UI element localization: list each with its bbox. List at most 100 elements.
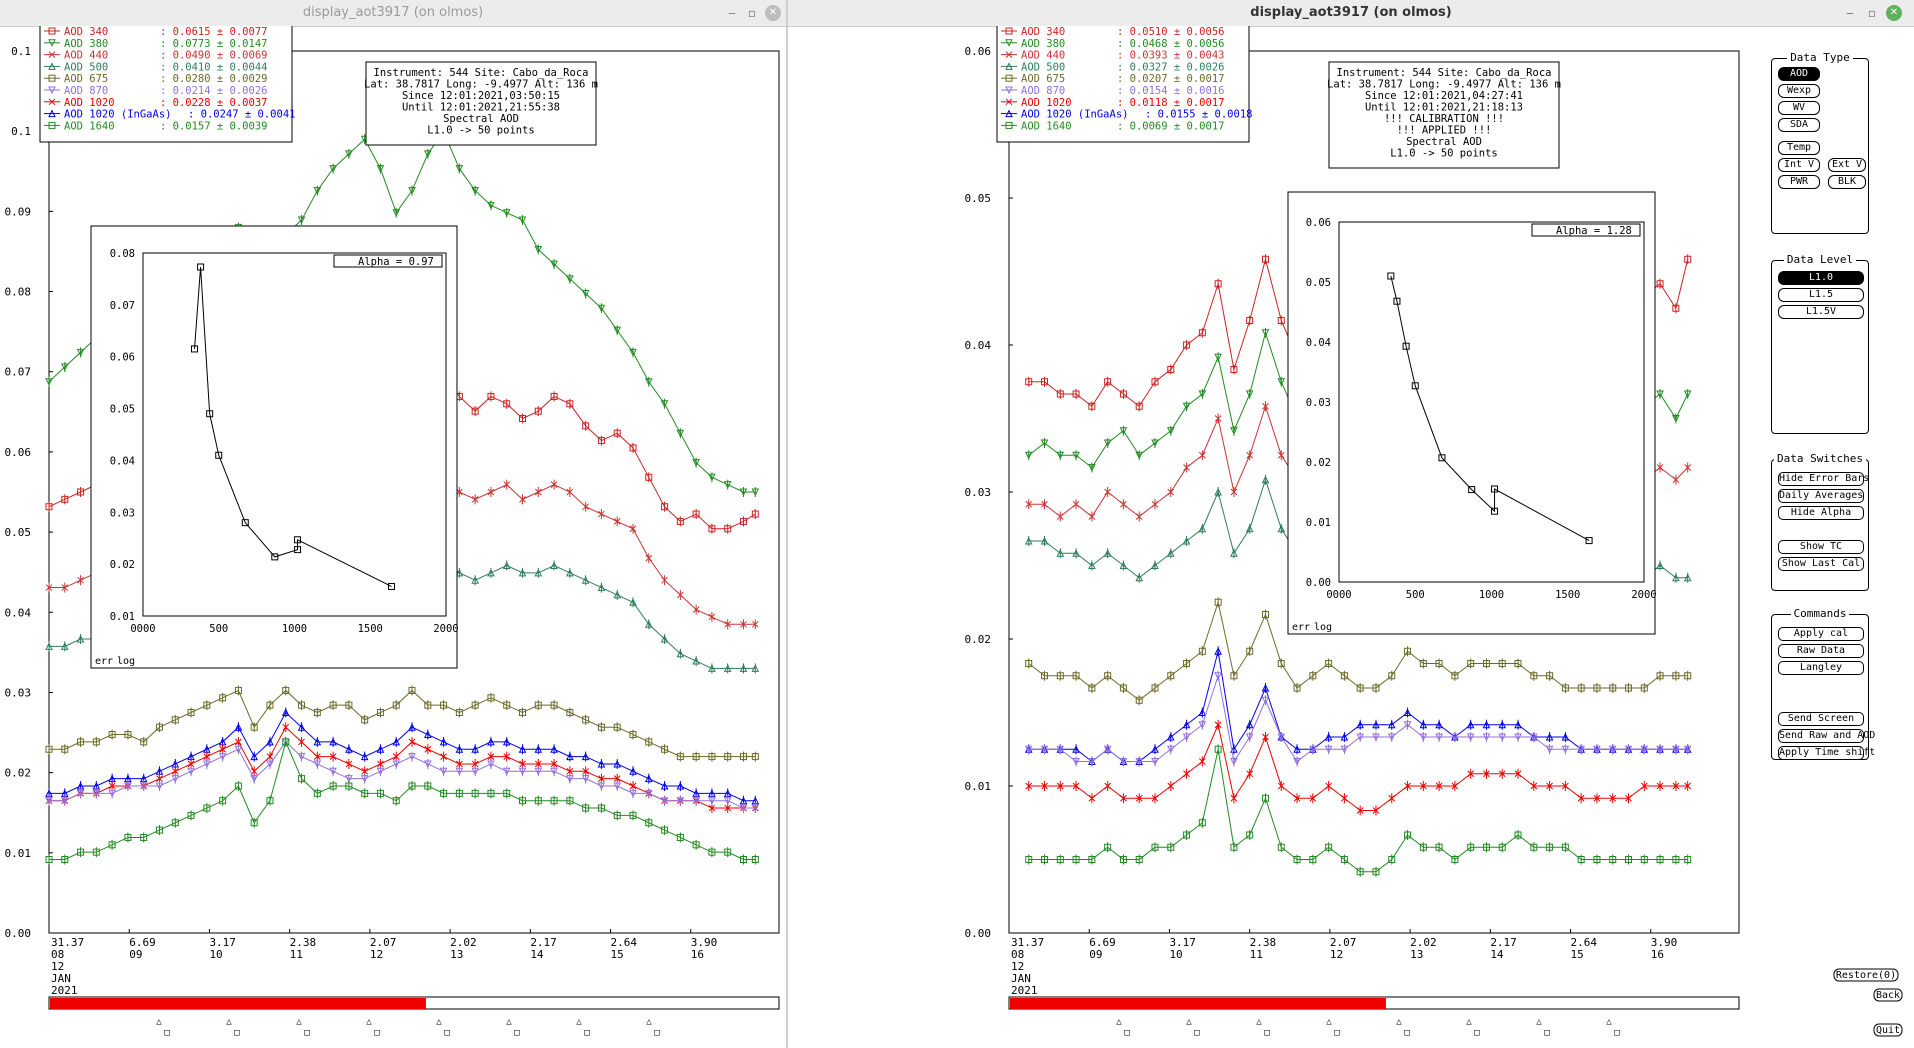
inset-y-tick-label: 0.03 — [110, 507, 135, 519]
x-tick-label: 16 — [691, 948, 704, 961]
legend-label: AOD 870 — [64, 85, 108, 97]
data-point — [155, 782, 164, 791]
data-point — [1056, 782, 1064, 790]
close-icon[interactable]: ✕ — [765, 5, 781, 21]
data-level-l1-0-button[interactable]: L1.0 — [1778, 271, 1864, 285]
inset-x-tick-label: 500 — [1406, 589, 1425, 601]
close-icon[interactable]: ✕ — [1886, 5, 1902, 21]
apply-cal-button[interactable]: Apply cal — [1778, 627, 1864, 641]
left-titlebar[interactable]: display_aot3917 (on olmos) ‒ ▫ ✕ — [0, 0, 786, 27]
err-button[interactable]: err — [95, 656, 113, 667]
data-point — [751, 620, 759, 628]
show-last-cal-button[interactable]: Show Last Cal — [1778, 557, 1864, 571]
data-point — [1593, 794, 1601, 802]
data-point — [1120, 500, 1127, 508]
data-point — [1119, 758, 1128, 766]
data-point — [1246, 770, 1254, 778]
data-point — [1340, 745, 1349, 754]
series-line — [49, 740, 756, 860]
minimize-icon[interactable]: ‒ — [728, 6, 736, 20]
data-type-int-v-button[interactable]: Int V — [1778, 158, 1820, 172]
data-point — [566, 400, 574, 408]
x-tick-label: 2.64 — [611, 936, 638, 949]
hide-error-bars-button[interactable]: Hide Error Bars — [1778, 472, 1870, 486]
timeline-marker: △ — [296, 1017, 302, 1027]
data-point — [708, 525, 716, 533]
back-button[interactable] — [1873, 988, 1903, 1002]
data-point — [487, 760, 495, 769]
minimize-icon[interactable]: ‒ — [1846, 6, 1854, 20]
timeline-selection[interactable] — [50, 998, 426, 1009]
legend-marker — [1005, 121, 1013, 129]
data-point — [1404, 782, 1411, 790]
data-point — [313, 737, 322, 746]
raw-data-button[interactable]: Raw Data — [1778, 644, 1864, 658]
data-point — [581, 752, 590, 761]
data-point — [1372, 720, 1380, 729]
data-point — [392, 209, 401, 217]
x-axis-date-label: 31.37 — [1011, 936, 1044, 949]
apply-time-shift-button[interactable]: Apply Time shift — [1778, 746, 1876, 760]
err-button[interactable]: err — [1292, 622, 1310, 633]
data-type-wv-button[interactable]: WV — [1778, 101, 1820, 115]
data-point — [1103, 439, 1112, 448]
data-point — [1293, 684, 1301, 692]
show-tc-button[interactable]: Show TC — [1778, 540, 1864, 554]
data-type-temp-button[interactable]: Temp — [1778, 141, 1820, 155]
series-aod-1020 — [45, 722, 759, 814]
data-point — [1119, 427, 1128, 435]
info-line: L1.0 -> 50 points — [427, 125, 534, 137]
data-point — [266, 760, 274, 769]
data-point — [235, 738, 242, 746]
data-type-ext-v-button[interactable]: Ext V — [1828, 158, 1866, 172]
inset-y-tick-label: 0.08 — [110, 248, 135, 260]
send-raw-and-aod-button[interactable]: Send Raw and AOD — [1778, 729, 1876, 743]
data-level-l1-5v-button[interactable]: L1.5V — [1778, 305, 1864, 319]
data-type-panel: Data Type AOD Wexp WV SDA Temp Int V Ext V PWR BL… — [1771, 51, 1869, 234]
data-point — [487, 737, 495, 746]
data-point — [519, 797, 527, 805]
data-point — [1214, 721, 1222, 729]
data-point — [1072, 500, 1080, 508]
timeline-selection[interactable] — [1010, 998, 1386, 1009]
data-point — [1214, 415, 1222, 422]
langley-button[interactable]: Langley — [1778, 661, 1864, 675]
data-point — [723, 481, 732, 489]
data-point — [298, 738, 305, 746]
data-point — [376, 745, 385, 753]
data-point — [1451, 672, 1459, 680]
data-point — [1672, 304, 1680, 312]
data-type-pwr-button[interactable]: PWR — [1778, 175, 1820, 189]
data-type-sda-button[interactable]: SDA — [1778, 118, 1820, 132]
data-point — [1419, 660, 1427, 667]
data-point — [1561, 843, 1569, 851]
data-point — [1166, 549, 1175, 557]
restore-button[interactable] — [1833, 968, 1899, 982]
data-point — [1309, 745, 1317, 754]
data-level-l1-5-button[interactable]: L1.5 — [1778, 288, 1864, 302]
data-point — [266, 753, 274, 760]
daily-averages-button[interactable]: Daily Averages — [1778, 489, 1864, 503]
timeline-bar[interactable]: △□△□△□△□△□△□△□△□ — [1008, 996, 1740, 1038]
data-point — [250, 723, 258, 731]
inset-y-tick-label: 0.05 — [1306, 277, 1331, 289]
hide-alpha-button[interactable]: Hide Alpha — [1778, 506, 1864, 520]
maximize-icon[interactable]: ▫ — [1867, 6, 1877, 20]
data-point — [692, 656, 700, 665]
timeline-bar[interactable]: △□△□△□△□△□△□△□△□ — [48, 996, 780, 1038]
right-titlebar[interactable]: display_aot3917 (on olmos) ‒ ▫ ✕ — [788, 0, 1914, 27]
send-screen-button[interactable]: Send Screen — [1778, 712, 1864, 726]
data-point — [124, 833, 132, 841]
data-type-aod-button[interactable]: AOD — [1778, 67, 1820, 81]
data-type-wexp-button[interactable]: Wexp — [1778, 84, 1820, 98]
data-point — [1684, 782, 1692, 790]
data-point — [76, 789, 85, 798]
data-type-blk-button[interactable]: BLK — [1828, 175, 1866, 189]
maximize-icon[interactable]: ▫ — [747, 6, 757, 20]
data-point — [77, 488, 85, 496]
log-button[interactable]: log — [1314, 622, 1332, 633]
quit-button[interactable] — [1873, 1023, 1903, 1037]
data-point — [1309, 856, 1317, 863]
log-button[interactable]: log — [117, 656, 135, 667]
